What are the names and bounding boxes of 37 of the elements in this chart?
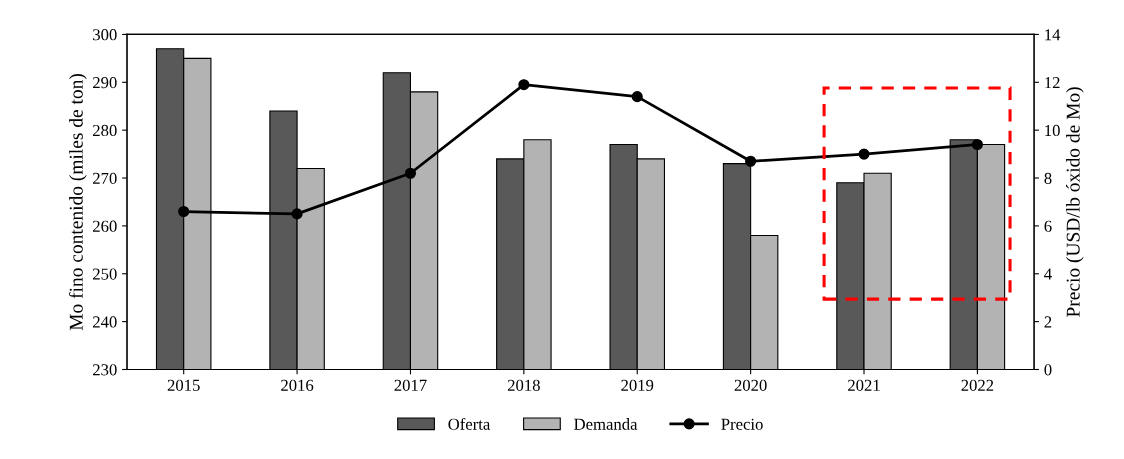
y-tick-label: 280 xyxy=(93,124,117,137)
legend-label: Oferta xyxy=(448,417,491,430)
y-tick-label: 270 xyxy=(93,172,117,184)
x-tick-label: 2015 xyxy=(167,379,200,391)
x-tick-label: 2022 xyxy=(961,379,994,391)
y2-tick-label: 10 xyxy=(1045,124,1060,137)
x-tick-label: 2016 xyxy=(281,379,314,391)
x-tick-label: 2017 xyxy=(394,379,427,391)
x-tick-label: 2019 xyxy=(621,379,654,391)
point xyxy=(291,208,303,220)
y-tick-label: 240 xyxy=(93,316,117,328)
point xyxy=(745,155,757,167)
y2-axis-title: Precio (USD/lb óxido de Mo) xyxy=(1066,87,1084,317)
x-tick-label: 2020 xyxy=(734,379,767,391)
y2-tick-label: 0 xyxy=(1044,364,1052,376)
y-tick-label: 260 xyxy=(93,220,117,232)
y-tick-label: 300 xyxy=(93,29,117,41)
y-tick-label: 290 xyxy=(93,76,117,89)
point xyxy=(178,205,190,218)
point xyxy=(858,148,870,160)
y-tick-label: 250 xyxy=(93,268,117,280)
y2-tick-label: 14 xyxy=(1045,29,1061,41)
point xyxy=(518,79,530,91)
y-axis-title: Mo fino contenido (miles de ton) xyxy=(68,74,87,331)
point xyxy=(631,91,643,103)
y2-tick-label: 2 xyxy=(1044,316,1052,328)
legend-label: Demanda xyxy=(574,418,638,430)
y2-tick-label: 8 xyxy=(1044,172,1052,184)
point xyxy=(971,138,983,151)
y2-tick-label: 4 xyxy=(1044,268,1052,280)
point xyxy=(404,167,417,179)
legend-label: Precio xyxy=(721,418,763,430)
y-tick-label: 230 xyxy=(93,364,117,376)
x-tick-label: 2021 xyxy=(848,379,880,391)
y2-tick-label: 12 xyxy=(1045,77,1060,89)
x-tick-label: 2018 xyxy=(507,379,540,391)
y2-tick-label: 6 xyxy=(1044,220,1052,232)
